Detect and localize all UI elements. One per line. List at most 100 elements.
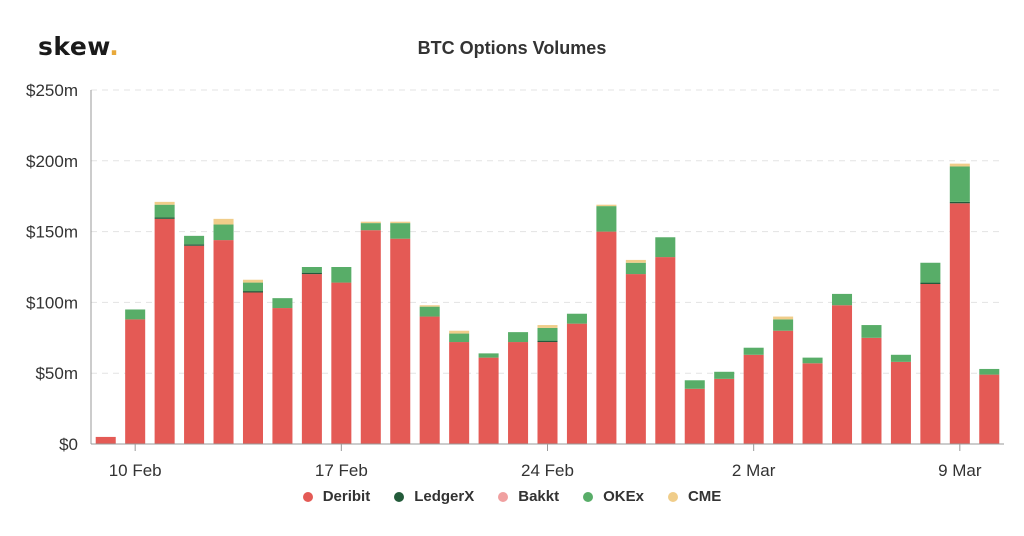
bar-segment-okex	[537, 327, 558, 341]
legend-label: Bakkt	[518, 488, 560, 505]
bar-segment-okex	[301, 267, 322, 273]
bar-segment-ledgerx	[242, 291, 263, 293]
legend-swatch	[498, 491, 509, 502]
legend-item-ledgerx[interactable]: LedgerX	[394, 488, 474, 505]
bar-segment-okex	[478, 353, 499, 358]
legend-item-deribit[interactable]: Deribit	[302, 488, 371, 505]
bar-segment-okex	[802, 357, 823, 364]
bar-segment-okex	[743, 347, 764, 355]
legend-swatch	[667, 491, 678, 502]
logo-dot: .	[109, 32, 120, 61]
x-tick-label: 10 Feb	[109, 461, 162, 480]
bar-segment-okex	[213, 224, 234, 241]
bar-segment-deribit	[272, 308, 293, 444]
bar-segment-okex	[449, 333, 470, 343]
bar-segment-deribit	[773, 330, 794, 444]
bar-segment-cme	[625, 259, 646, 263]
x-tick-label: 17 Feb	[315, 461, 368, 480]
legend-label: LedgerX	[414, 488, 475, 505]
bar-segment-cme	[154, 201, 175, 205]
bar-segment-okex	[596, 206, 617, 232]
bar-segment-okex	[125, 309, 146, 320]
bar-segment-deribit	[154, 218, 175, 444]
legend: Deribit LedgerX Bakkt OKEx CME	[0, 488, 1024, 505]
bar-segment-okex	[184, 235, 205, 245]
bar-segment-okex	[832, 293, 853, 306]
bar-segment-deribit	[625, 274, 646, 444]
x-tick-label: 2 Mar	[732, 461, 776, 480]
bar-segment-deribit	[390, 238, 411, 444]
legend-label: Deribit	[322, 488, 371, 505]
bar-segment-okex	[390, 223, 411, 239]
bar-segment-cme	[242, 279, 263, 283]
bar-segment-deribit	[802, 363, 823, 444]
bar-segment-ledgerx	[537, 340, 558, 343]
bar-segment-cme	[419, 305, 440, 307]
bar-segment-okex	[920, 262, 941, 283]
bar-segment-okex	[655, 237, 676, 258]
bar-segment-deribit	[478, 357, 499, 444]
bar-segment-okex	[331, 267, 352, 283]
bar-segment-deribit	[743, 354, 764, 444]
x-tick-label: 9 Mar	[938, 461, 982, 480]
bar-segment-cme	[390, 221, 411, 224]
bar-segment-deribit	[125, 319, 146, 444]
bar-segment-deribit	[184, 245, 205, 444]
legend-label: OKEx	[603, 488, 644, 505]
bar-segment-deribit	[301, 274, 322, 444]
bar-segment-deribit	[861, 337, 882, 444]
legend-item-bakkt[interactable]: Bakkt	[498, 488, 559, 505]
y-tick-label: $150m	[26, 223, 78, 242]
y-tick-label: $200m	[26, 152, 78, 171]
bar-segment-deribit	[508, 342, 529, 444]
bar-segment-deribit	[979, 374, 1000, 444]
bar-segment-okex	[272, 298, 293, 309]
bar-segment-deribit	[360, 230, 381, 444]
bar-segment-deribit	[714, 378, 735, 444]
bar-segment-okex	[684, 380, 705, 389]
bar-segment-cme	[213, 218, 234, 225]
bar-segment-okex	[861, 325, 882, 338]
legend-item-cme[interactable]: CME	[667, 488, 722, 505]
bar-segment-okex	[625, 262, 646, 275]
bar-segment-deribit	[566, 323, 587, 444]
bar-segment-okex	[714, 371, 735, 379]
bar-segment-okex	[508, 332, 529, 343]
bar-segment-deribit	[419, 316, 440, 444]
bar-segment-okex	[949, 166, 970, 202]
legend-swatch	[583, 491, 594, 502]
bar-segment-okex	[154, 204, 175, 218]
bar-segment-deribit	[95, 436, 116, 444]
y-tick-label: $50m	[35, 364, 78, 383]
x-tick-label: 24 Feb	[521, 461, 574, 480]
y-tick-label: $0	[59, 435, 78, 454]
bar-segment-ledgerx	[949, 201, 970, 204]
legend-item-okex[interactable]: OKEx	[583, 488, 644, 505]
bar-segment-deribit	[684, 388, 705, 444]
bar-segment-okex	[979, 368, 1000, 375]
bar-segment-deribit	[596, 231, 617, 444]
bar-segment-okex	[566, 313, 587, 324]
bar-segment-deribit	[449, 342, 470, 444]
bar-segment-okex	[419, 306, 440, 317]
bar-segment-deribit	[331, 282, 352, 444]
bar-segment-deribit	[949, 203, 970, 444]
bar-segment-deribit	[890, 361, 911, 444]
bar-segment-deribit	[832, 305, 853, 444]
y-tick-label: $100m	[26, 293, 78, 312]
bar-segment-ledgerx	[184, 244, 205, 246]
bar-segment-deribit	[920, 283, 941, 444]
bar-segment-okex	[360, 223, 381, 231]
bar-segment-okex	[773, 319, 794, 331]
legend-label: CME	[687, 488, 722, 505]
bar-segment-okex	[242, 282, 263, 292]
bar-segment-ledgerx	[301, 272, 322, 275]
skew-logo: skew.	[38, 32, 119, 61]
bar-segment-deribit	[537, 342, 558, 444]
bar-segment-cme	[360, 221, 381, 224]
bar-segment-deribit	[213, 240, 234, 444]
bar-segment-ledgerx	[920, 282, 941, 284]
logo-text: skew	[38, 32, 110, 61]
bar-segment-cme	[773, 316, 794, 320]
